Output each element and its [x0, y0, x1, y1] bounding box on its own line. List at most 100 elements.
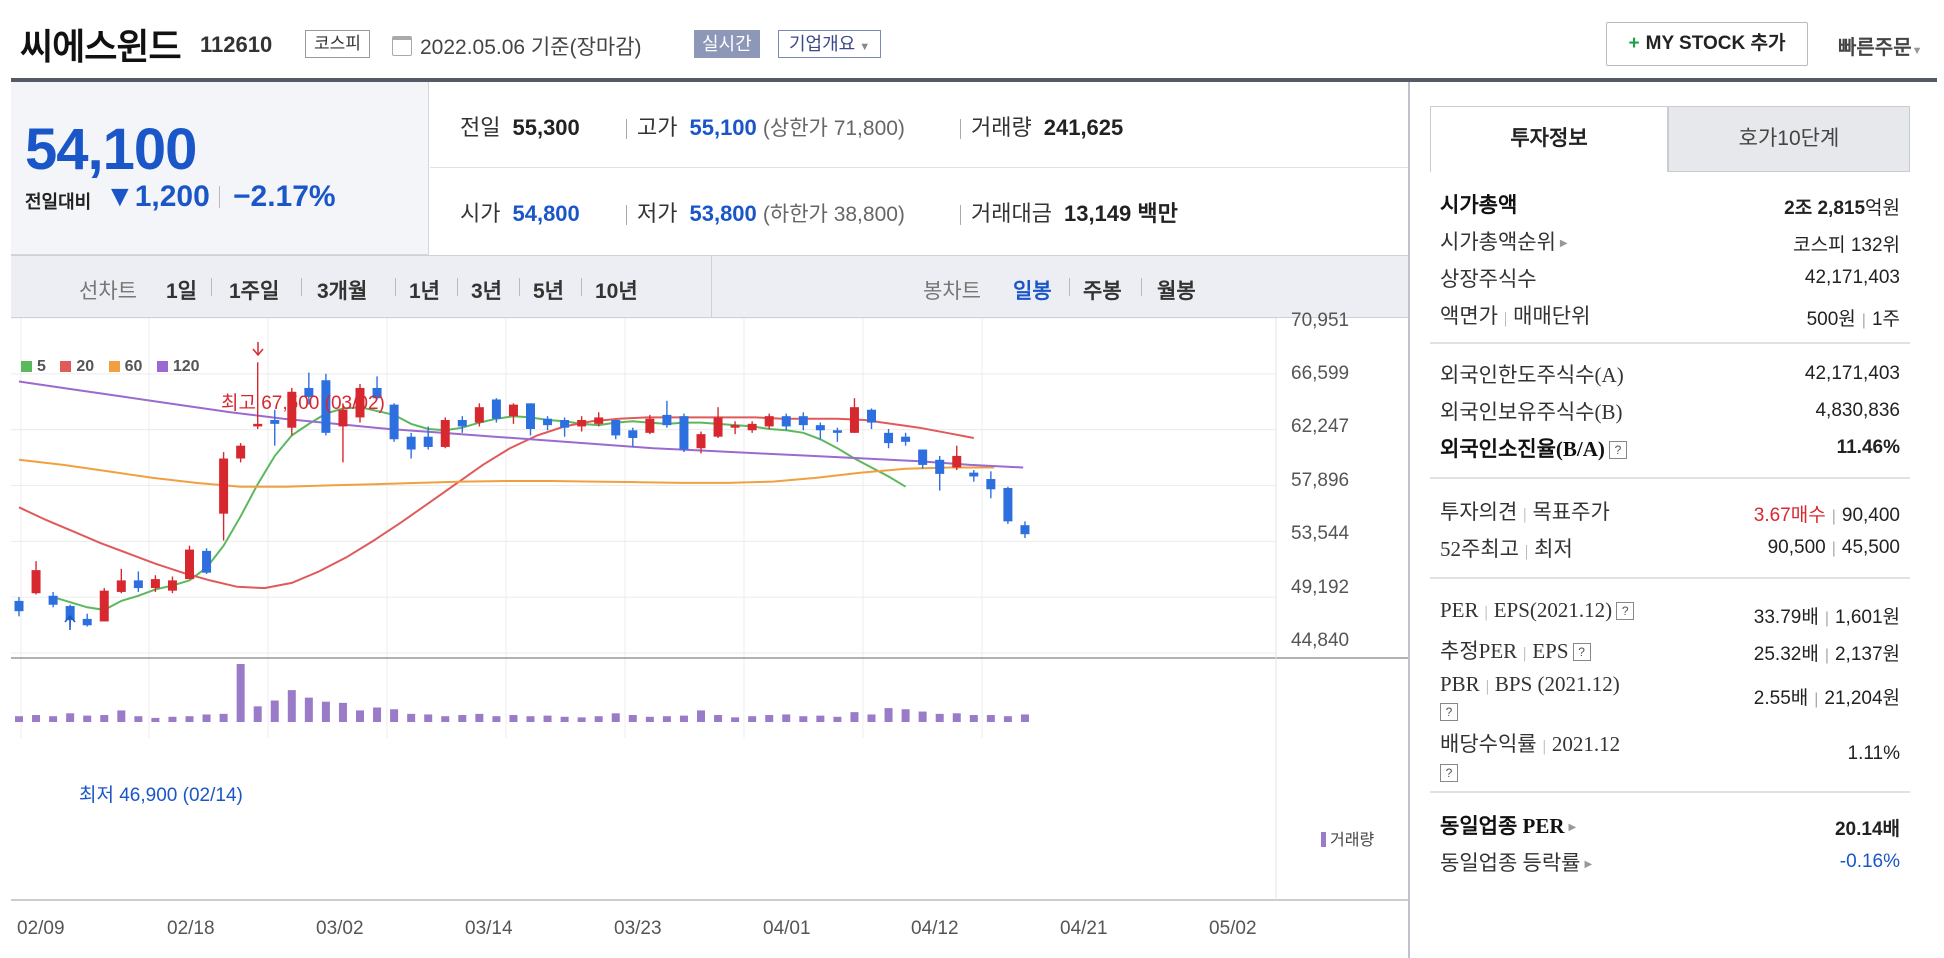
candle-body	[82, 618, 92, 626]
quick-order-dropdown[interactable]: 빠른주문▼	[1838, 31, 1923, 60]
x-tick-label: 03/02	[316, 918, 364, 939]
volume-bar	[475, 713, 484, 722]
chart-canvas	[11, 318, 1408, 901]
candle-body	[832, 430, 842, 433]
per-label: PER	[1440, 598, 1479, 622]
volume-bar	[83, 715, 92, 722]
candle-body	[1020, 525, 1030, 535]
sector-change-label[interactable]: 동일업종 등락률 ▶	[1440, 847, 1592, 877]
foreign-section: 외국인한도주식수(A) 42,171,403 외국인보유주식수(B) 4,830…	[1430, 344, 1910, 479]
period-3m[interactable]: 3개월	[317, 280, 368, 303]
candle-body	[219, 458, 229, 514]
base-date: 2022.05.06 기준(장마감)	[420, 36, 642, 59]
volume-bar	[15, 716, 23, 722]
candle-body	[491, 399, 501, 419]
period-5y[interactable]: 5년	[533, 280, 564, 303]
per-eps-label: PER | EPS(2021.12)?	[1440, 598, 1635, 623]
divider	[711, 256, 712, 317]
candle-body	[202, 550, 212, 573]
info-row[interactable]: 동일업종 PER ▶ 20.14배	[1430, 805, 1910, 842]
divider: |	[1542, 738, 1546, 755]
per-value: 33.79배	[1753, 607, 1819, 628]
info-row[interactable]: 동일업종 등락률 ▶ -0.16%	[1430, 842, 1910, 879]
market-cap-rank-label[interactable]: 시가총액순위 ▶	[1440, 226, 1568, 256]
candle-body	[645, 418, 655, 433]
est-eps-label: EPS	[1532, 639, 1569, 663]
pbr-bps-label: PBR | BPS (2021.12)?	[1440, 672, 1620, 724]
candle-weekly[interactable]: 주봉	[1083, 280, 1122, 303]
help-icon[interactable]: ?	[1440, 764, 1458, 782]
period-1y[interactable]: 1년	[409, 280, 440, 303]
candle-chart-label: 봉차트	[923, 280, 981, 303]
stock-code: 112610	[200, 32, 273, 57]
legend-swatch	[156, 361, 168, 372]
divider	[960, 205, 961, 226]
sector-per-value: 20.14배	[1835, 814, 1900, 841]
volume-bar	[986, 715, 995, 722]
52w-low-value: 45,500	[1841, 537, 1900, 558]
candle-daily[interactable]: 일봉	[1013, 280, 1052, 303]
low-arrow-head	[64, 614, 76, 623]
investment-info-panel: 투자정보 호가10단계 시가총액 2조 2,815억원 시가총액순위 ▶ 코스피 …	[1430, 106, 1910, 885]
tab-investment-info[interactable]: 투자정보	[1430, 106, 1668, 172]
help-icon[interactable]: ?	[1572, 643, 1591, 661]
volume-bar	[304, 697, 313, 722]
volume-bar	[697, 710, 705, 722]
candle-body	[99, 590, 109, 622]
divider	[395, 278, 396, 296]
info-row[interactable]: 시가총액순위 ▶ 코스피 132위	[1430, 221, 1910, 258]
foreign-ratio-number: 11.46%	[1836, 437, 1900, 458]
volume-bar	[543, 715, 552, 722]
company-overview-dropdown[interactable]: 기업개요 ▼	[778, 30, 882, 58]
candle-body	[849, 407, 859, 433]
candle-monthly[interactable]: 월봉	[1157, 280, 1196, 303]
period-10y[interactable]: 10년	[595, 280, 638, 303]
candle-body	[952, 455, 962, 468]
candle-body	[355, 387, 365, 418]
sector-per-label[interactable]: 동일업종 PER ▶	[1440, 810, 1576, 840]
info-row: 배당수익률 | 2021.12? 1.11%	[1430, 723, 1910, 782]
volume-bar	[509, 715, 518, 722]
volume-bar	[577, 717, 586, 722]
divider	[626, 205, 627, 226]
par-trade-unit-value: 500원 | 1주	[1807, 304, 1900, 331]
high-arrow-head	[252, 348, 264, 357]
period-1w[interactable]: 1주일	[229, 280, 280, 303]
candle-body	[815, 425, 825, 431]
divider: |	[1831, 508, 1836, 525]
divider	[1141, 278, 1142, 296]
quick-order-label: 빠른주문	[1838, 37, 1912, 59]
volume-bar	[219, 713, 228, 722]
add-my-stock-button[interactable]: + MY STOCK 추가	[1606, 22, 1808, 66]
candle-body	[969, 472, 979, 477]
market-cap-rank-label-text: 시가총액순위	[1440, 230, 1556, 254]
realtime-button[interactable]: 실시간	[694, 30, 760, 58]
info-row: 추정PER | EPS? 25.32배 | 2,137원	[1430, 630, 1910, 667]
tab-order-book[interactable]: 호가10단계	[1668, 106, 1910, 172]
period-3y[interactable]: 3년	[471, 280, 502, 303]
y-tick-label: 62,247	[1291, 416, 1350, 437]
period-1d[interactable]: 1일	[166, 280, 197, 303]
market-cap-unit: 억원	[1865, 198, 1900, 219]
open-price-value: 54,800	[512, 201, 580, 226]
bps-value: 21,204원	[1824, 688, 1900, 709]
low-annotation: 최저 46,900 (02/14)	[79, 785, 243, 806]
y-tick-label: 49,192	[1291, 577, 1350, 598]
candle-body	[236, 445, 246, 459]
candle-body	[150, 579, 160, 589]
help-icon[interactable]: ?	[1608, 441, 1627, 459]
divider	[301, 278, 302, 296]
volume-bar	[935, 713, 944, 722]
header-divider	[11, 78, 1937, 82]
volume-bar	[236, 664, 245, 722]
calendar-icon	[392, 36, 412, 56]
candle-body	[406, 436, 416, 450]
y-tick-label: 44,840	[1291, 630, 1350, 651]
price-chart[interactable]: 5 20 60 120 최고 67,500 (03/02) 최저 46,900 …	[11, 310, 1408, 958]
market-badge: 코스피	[305, 30, 370, 58]
y-tick-label: 70,951	[1291, 310, 1350, 331]
divider: |	[1503, 310, 1508, 327]
help-icon[interactable]: ?	[1616, 602, 1635, 620]
help-icon[interactable]: ?	[1440, 703, 1458, 721]
volume-bar	[338, 702, 347, 722]
